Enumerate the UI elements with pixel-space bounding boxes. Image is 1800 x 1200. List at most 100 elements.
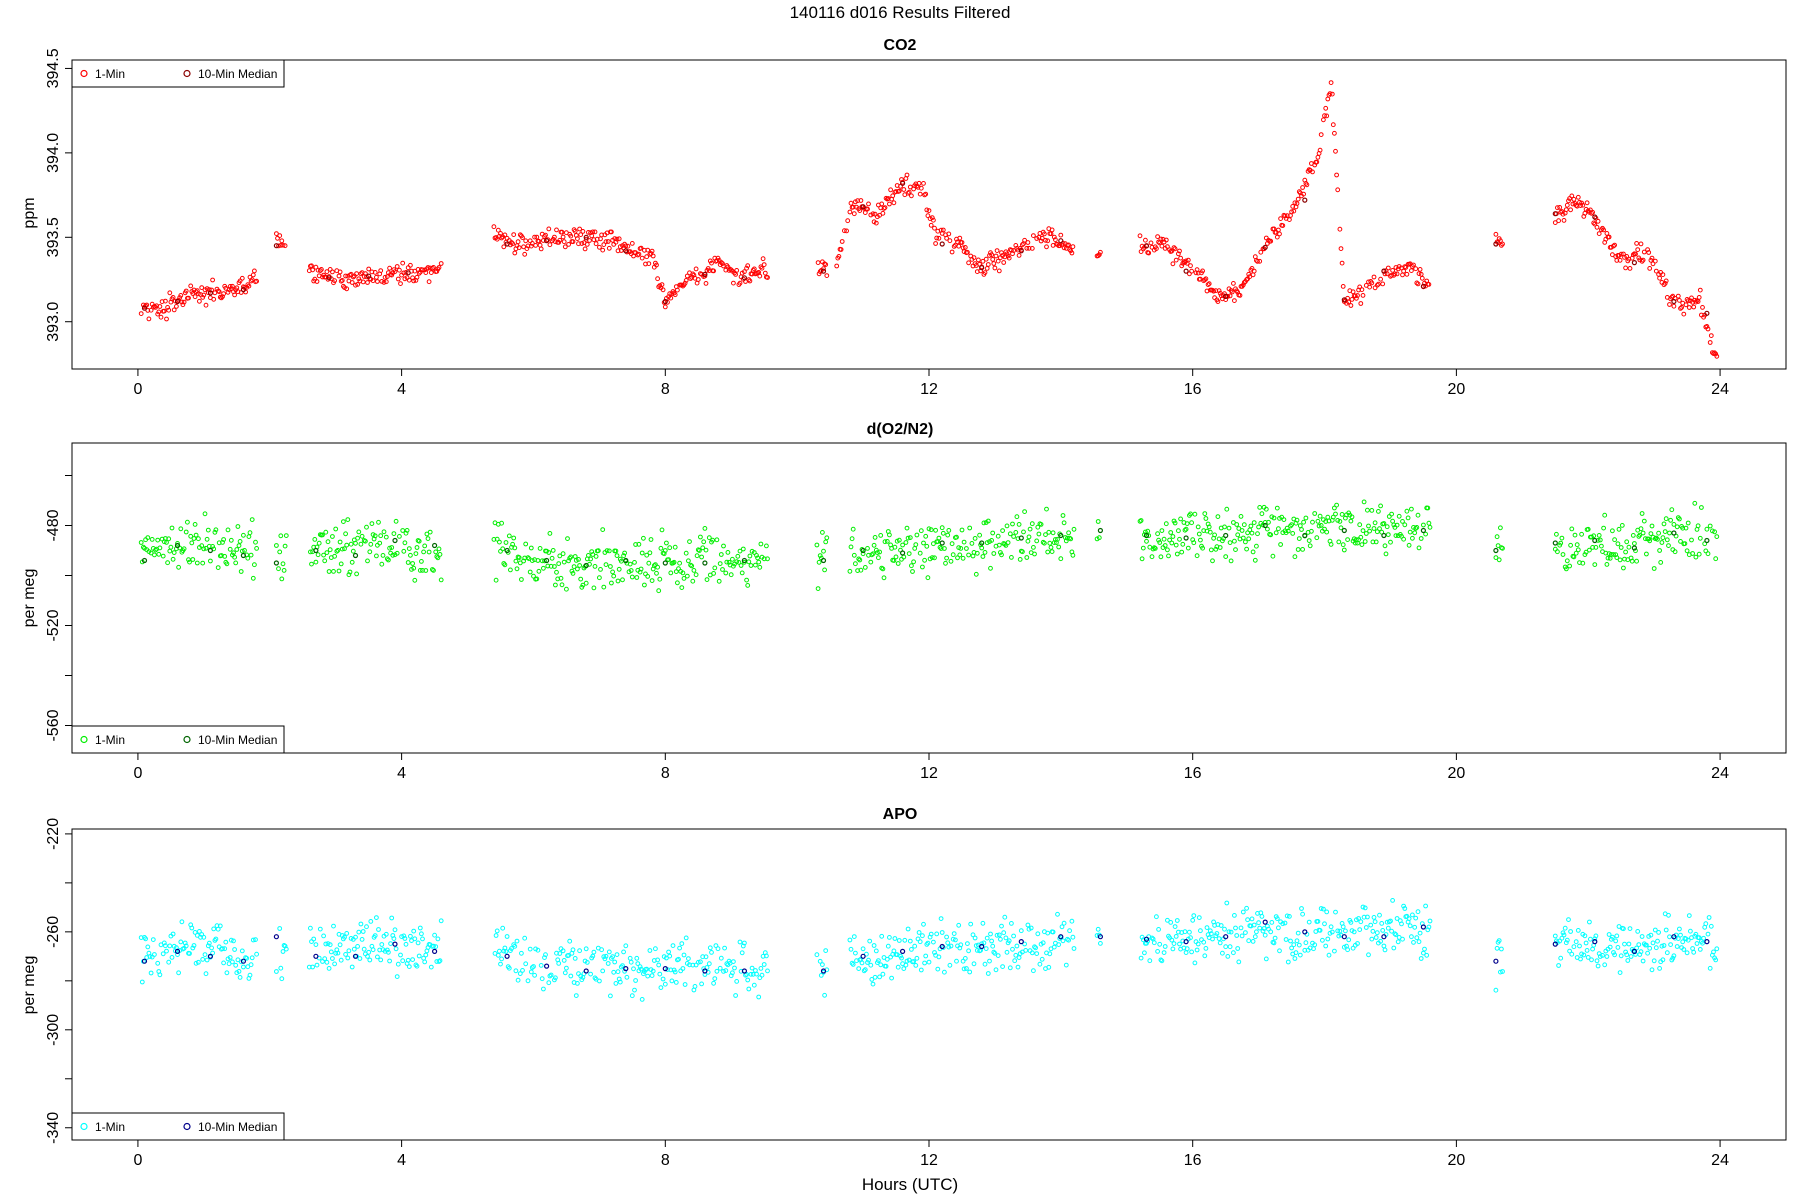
o2n2-1min-point [1564,558,1570,564]
o2n2-1min-point [1360,528,1366,533]
o2n2-1min-point [192,522,198,527]
o2n2-1min-point [160,553,166,559]
co2-1min-point [1415,281,1421,287]
o2n2-1min-point [397,534,402,539]
apo-1min-point [338,957,344,963]
o2n2-1min-point [606,548,612,554]
apo-1min-point [423,952,429,958]
co2-1min-point [917,191,923,197]
o2n2-1min-point [985,518,991,524]
co2-1min-point [1575,194,1581,200]
co2-1min-point [923,191,929,197]
o2n2-1min-point [918,528,924,534]
apo-1min-point [361,946,367,952]
co2-1min-point [1360,293,1366,298]
o2n2-1min-point [1178,516,1183,522]
co2-1min-point [1714,353,1720,359]
co2-1min-point [1294,201,1300,206]
apo-1min-point [1711,949,1716,955]
o2n2-1min-point [1309,528,1314,534]
co2-1min-point [197,298,202,304]
apo-1min-point [232,947,238,952]
co2-1min-point [403,270,409,275]
o2n2-1min-point [281,568,287,573]
apo-1min-point [1257,925,1263,931]
o2n2-1min-point [536,568,542,574]
apo-1min-point [415,940,421,946]
o2n2-1min-point [353,540,358,546]
o2n2-1min-point [1370,539,1376,545]
apo-1min-point [1277,948,1282,954]
o2n2-1min-point [1312,511,1318,516]
o2n2-1min-point [822,567,827,573]
apo-1min-point [913,963,919,968]
apo-1min-point [422,959,428,965]
co2-1min-point [491,224,497,230]
apo-1min-point [1333,909,1338,915]
co2-1min-point [1188,263,1193,269]
apo-1min-point [1067,928,1072,934]
apo-1min-point [965,941,970,946]
co2-1min-point [249,277,255,283]
co2-1min-point [1349,297,1355,302]
co2-1min-point [971,255,977,261]
co2-1min-point [1649,255,1655,261]
co2-1min-point [180,302,186,308]
o2n2-1min-point [748,563,754,568]
apo-1min-point [542,955,547,960]
co2-1min-point [1301,191,1306,197]
apo-median-point [1493,958,1499,964]
co2-1min-point [1500,241,1505,247]
o2n2-1min-point [895,561,901,566]
co2-1min-point [1163,237,1169,243]
co2-1min-point [851,211,857,217]
o2n2-1min-point [1692,500,1698,506]
apo-1min-point [588,971,593,977]
apo-1min-point [437,958,443,964]
apo-1min-point [1381,943,1387,949]
apo-1min-point [972,935,978,941]
o2n2-1min-point [168,544,174,550]
apo-1min-point [1371,915,1377,920]
o2n2-1min-point [1405,515,1411,521]
o2n2-1min-point [576,557,581,562]
o2n2-1min-point [1334,502,1339,508]
apo-1min-point [1356,916,1361,921]
o2n2-1min-point [401,548,407,554]
apo-1min-point [1703,921,1709,927]
o2n2-1min-point [988,565,993,571]
o2n2-1min-point [654,570,659,576]
apo-1min-point [1651,958,1657,964]
apo-1min-point [985,971,991,976]
co2-1min-point [989,252,994,258]
apo-1min-point [990,943,996,949]
apo-1min-point [909,947,914,952]
o2n2-1min-point [1580,560,1586,566]
co2-1min-point [1146,250,1152,256]
co2-median-point [174,298,181,305]
o2n2-1min-point [349,559,355,565]
apo-1min-point [241,964,246,970]
apo-1min-point [327,942,333,948]
apo-1min-point [378,957,384,963]
co2-median-point [899,180,906,186]
o2n2-1min-point [686,558,691,564]
apo-1min-point [535,947,541,953]
co2-1min-point [925,213,931,219]
apo-1min-point [859,960,865,966]
co2-1min-point [1392,271,1398,277]
o2n2-1min-point [374,553,379,559]
o2n2-1min-point [187,559,192,565]
o2n2-1min-point [946,528,952,533]
apo-1min-point [737,939,743,945]
apo-1min-point [706,961,712,967]
co2-1min-point [901,187,907,192]
o2n2-1min-point [1176,528,1181,534]
apo-1min-point [1582,933,1588,939]
co2-1min-point [1354,295,1359,301]
o2n2-1min-point [1042,540,1047,546]
apo-1min-point [324,959,330,965]
o2n2-median-point [273,560,279,566]
co2-1min-point [603,239,609,245]
apo-1min-point [1427,918,1433,924]
